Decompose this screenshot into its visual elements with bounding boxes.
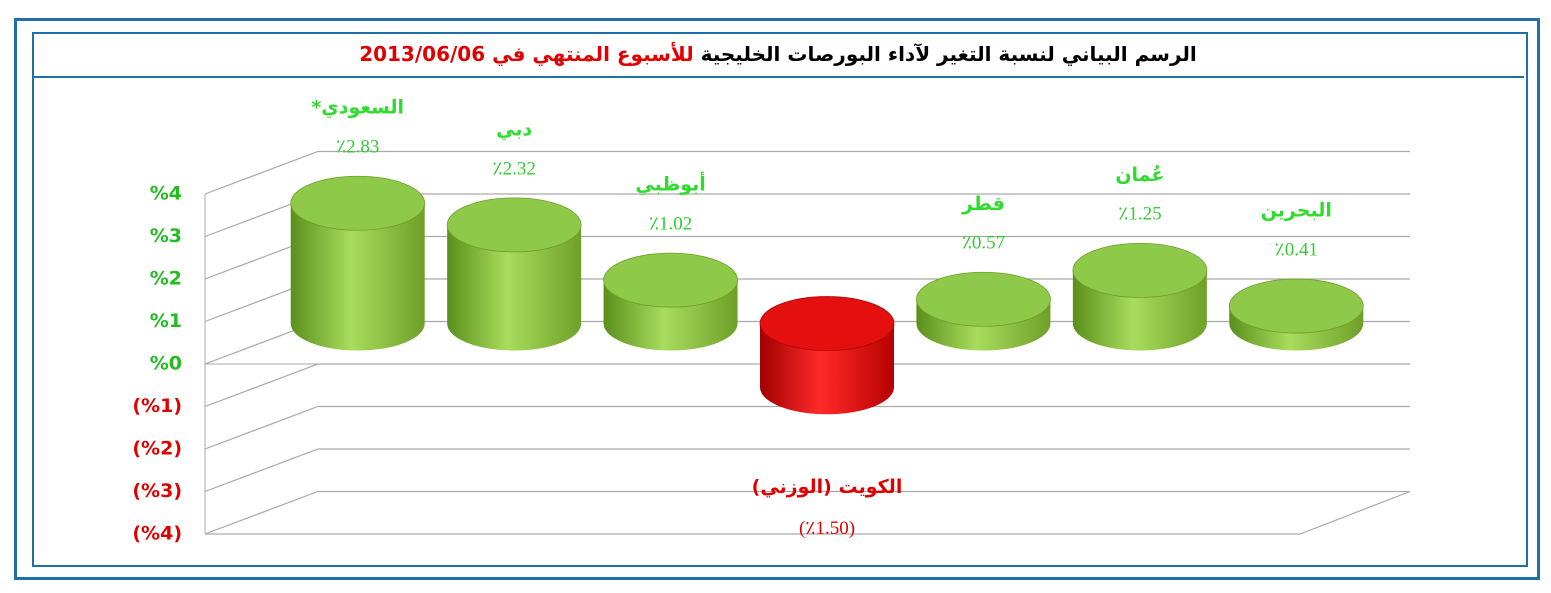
bar-top: [603, 252, 738, 308]
category-label: أبوظبي: [635, 172, 705, 196]
value-label: ٪2.83: [336, 137, 379, 158]
y-tick-label: %4: [150, 183, 182, 205]
category-label: الكويت (الوزني): [752, 476, 903, 498]
title-main: الرسم البياني لنسبة التغير لآداء البورصا…: [700, 42, 1197, 66]
outer-frame: [14, 18, 1540, 580]
bar-top: [1072, 242, 1208, 298]
y-tick-label: (%1): [132, 395, 182, 417]
y-tick-label: %2: [150, 268, 182, 290]
value-label: ٪1.25: [1118, 204, 1161, 225]
value-label: ٪0.57: [962, 233, 1005, 254]
inner-frame: [32, 32, 1528, 567]
y-tick-label: (%4): [132, 523, 182, 545]
grid-line: [204, 150, 1410, 195]
value-label: ٪2.32: [492, 158, 535, 179]
chart-title: الرسم البياني لنسبة التغير لآداء البورصا…: [32, 32, 1524, 78]
category-label: البحرين: [1261, 200, 1332, 222]
bar-top: [759, 296, 895, 351]
category-label: السعودي*: [311, 97, 404, 120]
grid-line: [204, 490, 1410, 535]
grid-line: [204, 448, 1410, 493]
y-tick-label: (%3): [132, 480, 182, 502]
category-label: دبي: [496, 118, 532, 140]
title-highlight: للأسبوع المنتهي في 2013/06/06: [359, 42, 694, 66]
value-label: ٪1.02: [649, 214, 692, 235]
bar-top: [290, 175, 426, 231]
value-label: ٪0.41: [1275, 239, 1318, 260]
bar-body: [447, 224, 582, 351]
y-tick-label: %1: [150, 310, 182, 332]
category-label: قطر: [961, 193, 1005, 215]
value-label: (٪1.50): [799, 518, 855, 539]
y-tick-label: (%2): [132, 438, 182, 460]
floor-edge: [205, 490, 1411, 535]
bar-top: [1228, 278, 1364, 334]
bar-top: [916, 271, 1051, 327]
bar-top: [446, 197, 582, 253]
y-tick-label: %3: [150, 225, 182, 247]
category-label: عُمان: [1115, 164, 1164, 186]
bar-body: [290, 203, 425, 351]
y-tick-label: %0: [150, 353, 182, 375]
grid-line: [204, 405, 1410, 450]
